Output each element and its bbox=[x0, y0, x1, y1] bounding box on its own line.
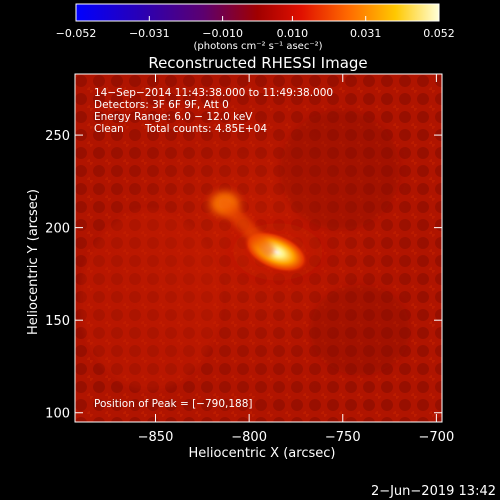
annotation-peak: Position of Peak = [−790,188] bbox=[94, 398, 253, 410]
colorbar-tick-label: −0.031 bbox=[129, 27, 170, 40]
chart-title: Reconstructed RHESSI Image bbox=[148, 54, 367, 72]
annotation-energy: Energy Range: 6.0 − 12.0 keV bbox=[94, 111, 253, 123]
source-bridge bbox=[217, 196, 275, 257]
annotation-detectors: Detectors: 3F 6F 9F, Att 0 bbox=[94, 99, 229, 111]
footer-date: 2−Jun−2019 13:42 bbox=[371, 484, 496, 499]
y-tick-label: 150 bbox=[45, 314, 70, 329]
colorbar-tick-label: 0.010 bbox=[277, 27, 309, 40]
colorbar-tick-label: −0.052 bbox=[56, 27, 97, 40]
y-tick-label: 200 bbox=[45, 222, 70, 237]
y-axis: 100 150 200 250 bbox=[45, 129, 442, 422]
annotation-counts: Total counts: 4.85E+04 bbox=[144, 123, 267, 135]
annotation-clean: Clean bbox=[94, 123, 124, 135]
plot-frame bbox=[74, 73, 443, 423]
heatmap-image bbox=[75, 74, 442, 422]
x-tick-label: −750 bbox=[325, 430, 361, 445]
x-tick-label: −700 bbox=[419, 430, 455, 445]
colorbar-tick-label: 0.031 bbox=[350, 27, 382, 40]
y-axis-label: Heliocentric Y (arcsec) bbox=[26, 189, 41, 335]
y-tick-label: 100 bbox=[45, 407, 70, 422]
x-tick-label: −850 bbox=[138, 430, 174, 445]
colorbar bbox=[75, 3, 440, 22]
colorbar-label: (photons cm⁻² s⁻¹ asec⁻²) bbox=[193, 41, 322, 52]
x-tick-label: −800 bbox=[231, 430, 267, 445]
colorbar-ticks: −0.052 −0.031 −0.010 0.010 0.031 0.052 bbox=[56, 16, 455, 40]
annotation-time: 14−Sep−2014 11:43:38.000 to 11:49:38.000 bbox=[94, 87, 333, 99]
y-tick-label: 250 bbox=[45, 129, 70, 144]
x-axis: −850 −800 −750 −700 bbox=[138, 74, 455, 445]
x-axis-label: Heliocentric X (arcsec) bbox=[189, 446, 336, 461]
colorbar-tick-label: 0.052 bbox=[423, 27, 455, 40]
colorbar-tick-label: −0.010 bbox=[202, 27, 243, 40]
